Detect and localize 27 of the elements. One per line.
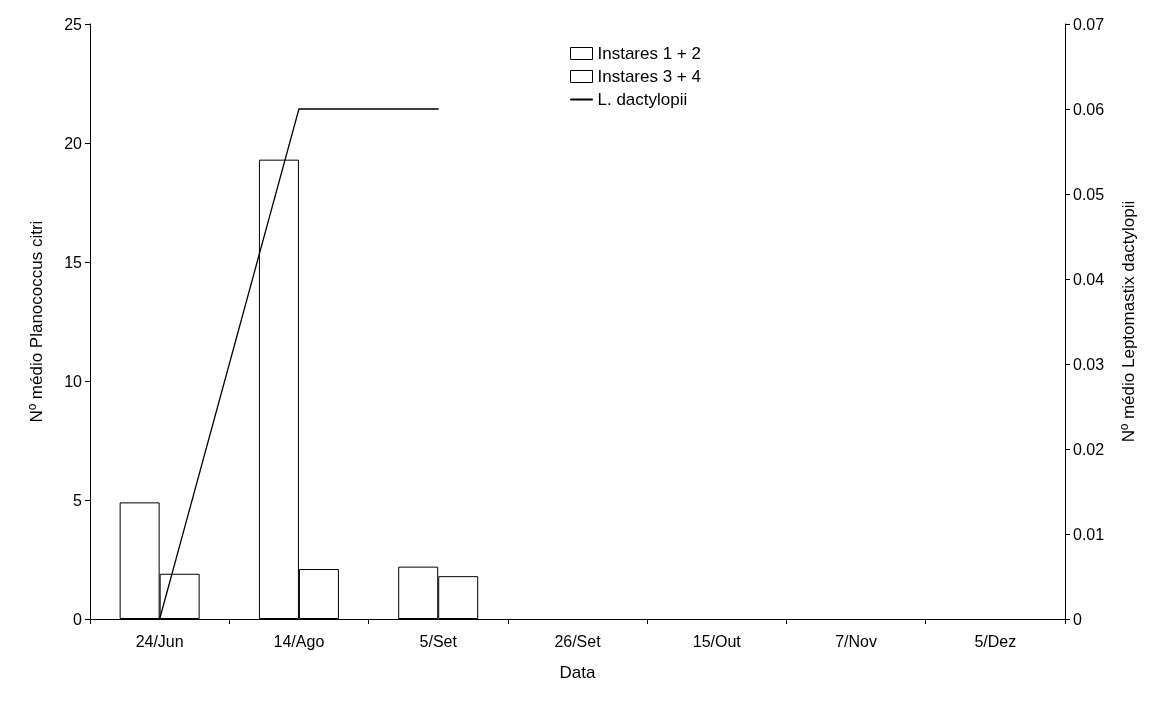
legend-label: Instares 3 + 4 [597, 67, 701, 86]
y-tick-label: 20 [64, 134, 83, 152]
x-tick-label: 24/Jun [135, 632, 184, 650]
x-tick-label: 5/Dez [974, 632, 1017, 650]
y-axis-title: Nº médio Planococcus citri [27, 220, 46, 423]
y2-tick-label: 0.07 [1073, 15, 1105, 33]
legend-label: Instares 1 + 2 [597, 44, 701, 63]
x-tick-label: 5/Set [419, 632, 458, 650]
y-tick-label: 15 [64, 253, 83, 271]
y2-tick-label: 0 [1073, 610, 1082, 628]
x-axis-title: Data [559, 663, 596, 682]
x-tick-label: 15/Out [692, 632, 742, 650]
x-tick-label: 14/Ago [273, 632, 325, 650]
y2-tick-label: 0.01 [1073, 525, 1105, 543]
y2-axis-title: Nº médio Leptomastix dactylopii [1119, 200, 1138, 443]
y2-tick-label: 0.03 [1073, 355, 1105, 373]
y-tick-label: 10 [64, 372, 83, 390]
y-tick-label: 0 [73, 610, 83, 628]
y2-tick-label: 0.06 [1073, 100, 1105, 118]
y2-tick-label: 0.04 [1073, 270, 1105, 288]
y-tick-label: 25 [64, 15, 83, 33]
x-tick-label: 7/Nov [835, 632, 877, 650]
legend-label: L. dactylopii [597, 90, 688, 109]
x-tick-label: 26/Set [554, 632, 602, 650]
y2-tick-label: 0.02 [1073, 440, 1105, 458]
y-tick-label: 5 [73, 491, 83, 509]
y2-tick-label: 0.05 [1073, 185, 1105, 203]
